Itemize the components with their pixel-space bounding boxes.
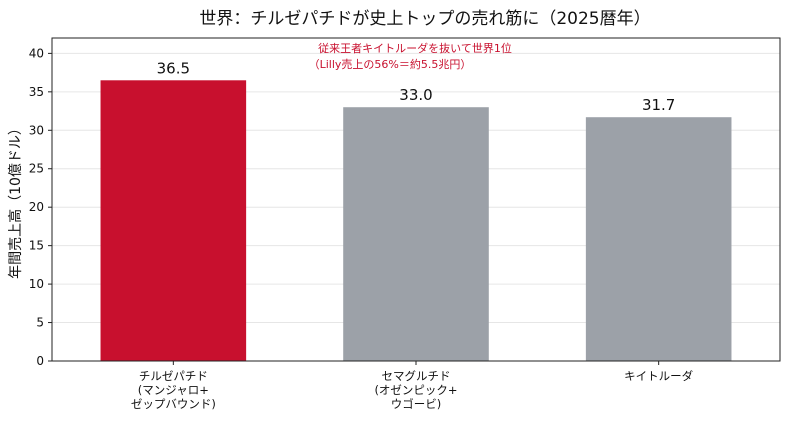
y-axis-label: 年間売上高（10億ドル） [7, 121, 24, 279]
annotation-line: 従来王者キイトルーダを抜いて世界1位 [318, 41, 512, 55]
x-tick-label: セマグルチド [382, 369, 451, 383]
y-tick-label: 40 [29, 46, 44, 60]
annotation: 従来王者キイトルーダを抜いて世界1位 （Lilly売上の56%＝約5.5兆円） [309, 41, 512, 71]
value-label: 33.0 [399, 86, 432, 104]
value-label: 36.5 [157, 59, 190, 77]
y-tick-label: 15 [29, 239, 44, 253]
value-label: 31.7 [642, 96, 675, 114]
y-tick-label: 5 [36, 316, 44, 330]
bar [100, 80, 247, 362]
x-tick-label: ウゴービ) [391, 397, 442, 411]
x-tick-label: ゼップバウンド) [131, 397, 216, 411]
bar [343, 107, 489, 361]
bars [100, 80, 732, 362]
y-tick-label: 30 [29, 123, 44, 137]
y-tick-label: 20 [29, 200, 44, 214]
x-tick-label: (マンジャロ+ [138, 383, 209, 397]
y-axis: 0 5 10 15 20 25 30 35 40 [29, 46, 52, 368]
y-tick-label: 35 [29, 85, 44, 99]
y-tick-label: 25 [29, 162, 44, 176]
x-tick-label: チルゼパチド [139, 369, 208, 383]
x-tick-label: (オゼンピック+ [374, 383, 457, 397]
y-tick-label: 0 [36, 354, 44, 368]
y-tick-label: 10 [29, 277, 44, 291]
chart-title: 世界：チルゼパチドが史上トップの売れ筋に（2025暦年） [199, 9, 650, 29]
value-labels: 36.5 33.0 31.7 [157, 59, 676, 114]
x-tick-label: キイトルーダ [624, 369, 693, 383]
x-axis: チルゼパチド(マンジャロ+ゼップバウンド) セマグルチド(オゼンピック+ウゴービ)… [131, 361, 694, 411]
annotation-line: （Lilly売上の56%＝約5.5兆円） [309, 57, 472, 71]
bar [585, 117, 732, 361]
